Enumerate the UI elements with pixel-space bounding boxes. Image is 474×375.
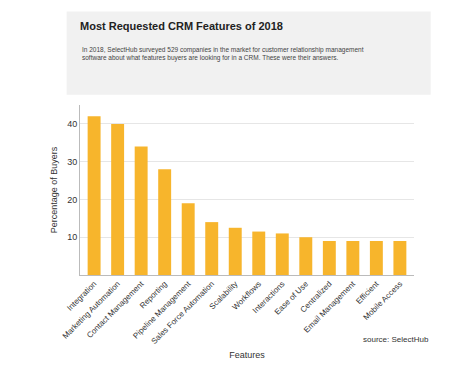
svg-text:In 2018, SelectHub surveyed 52: In 2018, SelectHub surveyed 529 companie… [82, 46, 364, 62]
svg-text:10: 10 [67, 232, 77, 242]
svg-text:Interactions: Interactions [251, 279, 287, 315]
svg-text:Mobile Access: Mobile Access [362, 279, 405, 322]
svg-text:40: 40 [67, 119, 77, 129]
svg-text:Ease of Use: Ease of Use [273, 279, 311, 317]
svg-text:Marketing Automation: Marketing Automation [61, 279, 122, 340]
svg-text:Sales Force Automation: Sales Force Automation [150, 279, 216, 345]
svg-text:Pipeline Management: Pipeline Management [131, 279, 193, 341]
svg-text:Workflows: Workflows [231, 279, 263, 311]
svg-text:20: 20 [67, 195, 77, 205]
svg-text:Email Management: Email Management [302, 279, 358, 335]
svg-text:Efficient: Efficient [354, 279, 381, 306]
svg-text:30: 30 [67, 157, 77, 167]
svg-text:Contact Management: Contact Management [85, 279, 146, 340]
svg-text:Most Requested CRM Features of: Most Requested CRM Features of 2018 [80, 20, 283, 32]
svg-text:Percentage of Buyers: Percentage of Buyers [49, 146, 59, 233]
svg-text:source: SelectHub: source: SelectHub [363, 335, 429, 344]
svg-text:Features: Features [229, 350, 265, 360]
svg-text:Reporting: Reporting [138, 279, 169, 310]
svg-text:Scalability: Scalability [208, 279, 240, 311]
svg-text:Centralized: Centralized [299, 279, 334, 314]
svg-text:Integration: Integration [65, 279, 98, 312]
